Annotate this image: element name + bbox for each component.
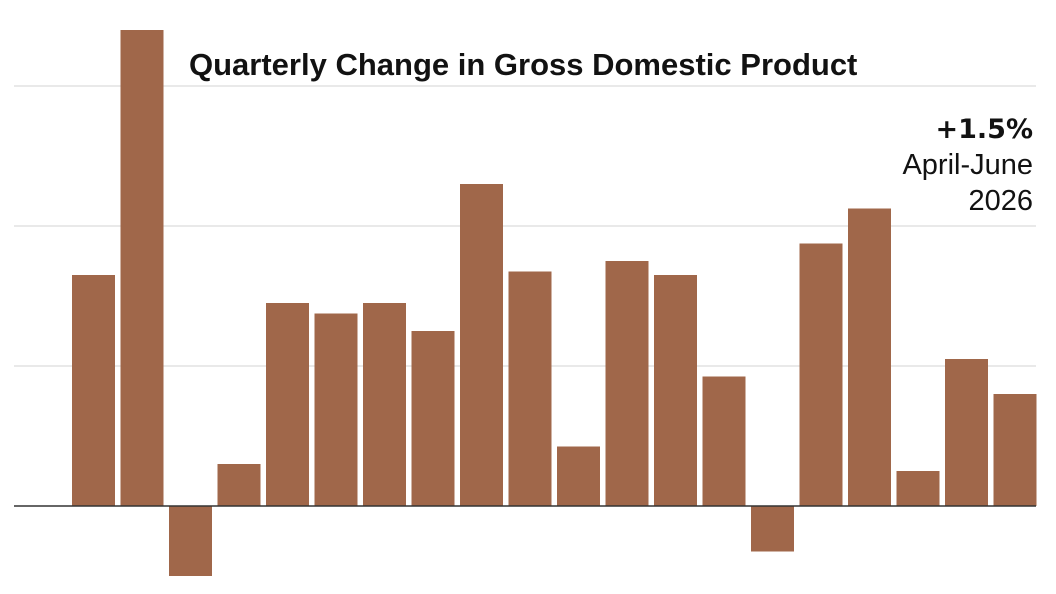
gdp-bar [945, 359, 988, 506]
gdp-bar [702, 376, 746, 506]
gdp-bar [848, 208, 891, 506]
gdp-bar [799, 243, 843, 506]
gdp-bar [314, 313, 358, 506]
gdp-bar [217, 464, 261, 506]
gdp-bar [557, 446, 600, 506]
gdp-bar [605, 261, 649, 506]
chart-title: Quarterly Change in Gross Domestic Produ… [189, 47, 857, 82]
gdp-bar [120, 30, 164, 506]
latest-value-label: +1.5% [935, 114, 1033, 145]
gdp-bar [751, 506, 794, 552]
latest-year-label: 2026 [968, 185, 1033, 217]
gdp-bar [169, 506, 212, 576]
gdp-bar [896, 471, 940, 506]
gdp-bar [654, 275, 697, 506]
gdp-bar [508, 271, 552, 506]
gdp-bar [411, 331, 455, 506]
gdp-bar [460, 184, 503, 506]
latest-period-label: April-June [902, 149, 1033, 181]
gdp-bar [993, 394, 1037, 506]
bars [72, 30, 1037, 576]
gdp-bar [266, 303, 309, 506]
gdp-bar [72, 275, 115, 506]
gdp-bar [363, 303, 406, 506]
